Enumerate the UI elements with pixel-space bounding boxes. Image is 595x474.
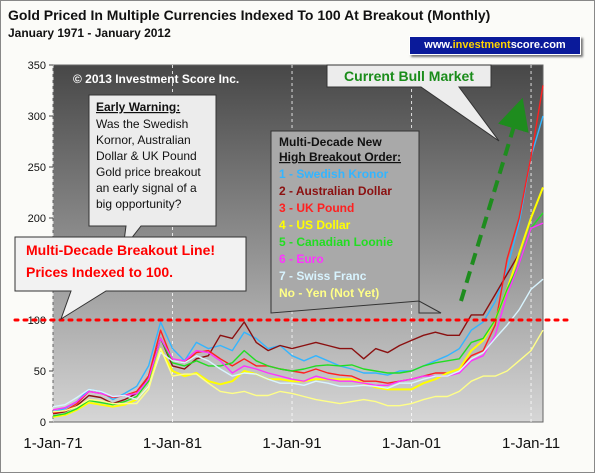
early-warning-line: an early signal of a xyxy=(96,181,197,195)
early-warning-line: Gold price breakout xyxy=(96,165,201,179)
url-suffix: score.com xyxy=(510,39,566,51)
url-prefix: www. xyxy=(424,39,453,51)
legend-item: 7 - Swiss Franc xyxy=(279,269,367,283)
breakout-line-label-2: Prices Indexed to 100. xyxy=(26,264,173,280)
legend-item: 3 - UK Pound xyxy=(279,201,354,215)
y-tick-label: 50 xyxy=(34,366,46,378)
y-tick-label: 0 xyxy=(40,417,46,429)
x-tick-label: 1-Jan-11 xyxy=(502,435,560,452)
bull-market-arrow xyxy=(459,97,529,302)
early-warning-line: Kornor, Australian xyxy=(96,133,191,147)
series-line xyxy=(52,329,544,413)
early-warning-callout: Early Warning: Was the Swedish Kornor, Au… xyxy=(88,94,217,251)
x-tick-label: 1-Jan-91 xyxy=(262,435,321,452)
website-url-link[interactable]: www.investmentscore.com xyxy=(409,36,581,55)
y-tick-label: 300 xyxy=(28,111,46,123)
chart-subtitle: January 1971 - January 2012 xyxy=(8,26,171,40)
legend-item: 6 - Euro xyxy=(279,252,324,266)
legend-item: No - Yen (Not Yet) xyxy=(279,286,379,300)
series-line xyxy=(52,278,544,408)
copyright-text: © 2013 Investment Score Inc. xyxy=(73,72,239,86)
chart-title: Gold Priced In Multiple Currencies Index… xyxy=(8,7,491,23)
breakout-line-callout: Multi-Decade Breakout Line! Prices Index… xyxy=(14,236,247,321)
legend-items: 1 - Swedish Kronor 2 - Australian Dollar 3… xyxy=(279,167,393,300)
legend-item: 4 - US Dollar xyxy=(279,218,351,232)
legend-heading-1: Multi-Decade New xyxy=(279,135,382,149)
y-tick-label: 350 xyxy=(28,60,46,72)
legend-item: 2 - Australian Dollar xyxy=(279,184,392,198)
bull-market-callout: Current Bull Market xyxy=(326,64,500,142)
early-warning-line: Was the Swedish xyxy=(96,117,188,131)
early-warning-text: Was the Swedish Kornor, Australian Dollar … xyxy=(96,117,201,211)
breakout-line-label-1: Multi-Decade Breakout Line! xyxy=(26,242,215,258)
legend-item: 1 - Swedish Kronor xyxy=(279,167,389,181)
series-line xyxy=(52,187,544,418)
url-highlight: investment xyxy=(452,39,511,51)
series-line xyxy=(52,222,544,411)
x-tick-label: 1-Jan-01 xyxy=(382,435,441,452)
series-line xyxy=(52,212,544,417)
y-tick-label: 250 xyxy=(28,162,46,174)
series-line xyxy=(52,115,544,413)
x-tick-label: 1-Jan-71 xyxy=(23,435,82,452)
early-warning-heading: Early Warning: xyxy=(96,100,180,114)
y-tick-label: 200 xyxy=(28,213,46,225)
breakout-order-legend: Multi-Decade New High Breakout Order: 1 … xyxy=(270,130,442,314)
x-tick-label: 1-Jan-81 xyxy=(143,435,202,452)
early-warning-line: big opportunity? xyxy=(96,197,182,211)
x-axis-ticks: 1-Jan-71 1-Jan-81 1-Jan-91 1-Jan-01 1-Jan-11 xyxy=(23,435,560,452)
series-lines xyxy=(52,85,544,418)
early-warning-line: Dollar & UK Pound xyxy=(96,149,197,163)
legend-heading-2: High Breakout Order: xyxy=(279,150,401,164)
legend-item: 5 - Canadian Loonie xyxy=(279,235,393,249)
bull-market-label: Current Bull Market xyxy=(344,68,474,84)
